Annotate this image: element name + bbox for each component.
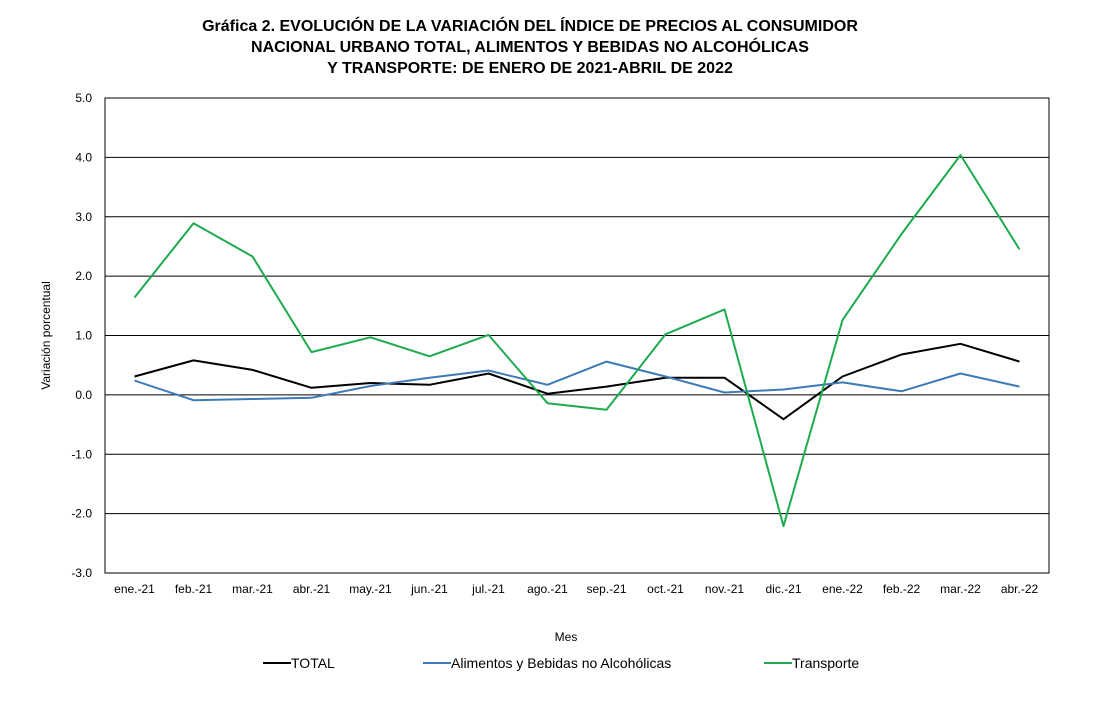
legend-label: Alimentos y Bebidas no Alcohólicas (451, 655, 671, 671)
plot-area (104, 97, 1050, 574)
x-tick-label: dic.-21 (765, 582, 801, 596)
y-tick-label: -3.0 (71, 566, 92, 580)
series-line-1 (134, 342, 1020, 421)
chart-title: Gráfica 2. EVOLUCIÓN DE LA VARIACIÓN DEL… (0, 16, 1060, 79)
x-axis-title: Mes (555, 630, 578, 644)
chart-title-line-3: Y TRANSPORTE: DE ENERO DE 2021-ABRIL DE … (327, 60, 733, 77)
y-tick-label: 4.0 (75, 150, 92, 164)
x-tick-label: mar.-21 (232, 582, 273, 596)
y-tick-label: -2.0 (71, 507, 92, 521)
x-tick-label: sep.-21 (586, 582, 626, 596)
y-axis-ticks: 5.0 4.0 3.0 2.0 1.0 0.0 -1.0 -2.0 -3.0 (71, 91, 92, 580)
legend: TOTAL Alimentos y Bebidas no Alcohólicas T… (263, 655, 859, 671)
x-tick-label: feb.-21 (175, 582, 213, 596)
chart-title-line-2: NACIONAL URBANO TOTAL, ALIMENTOS Y BEBID… (251, 39, 809, 56)
chart-title-line-1: Gráfica 2. EVOLUCIÓN DE LA VARIACIÓN DEL… (202, 18, 858, 35)
x-tick-label: jun.-21 (410, 582, 448, 596)
x-tick-label: ago.-21 (527, 582, 568, 596)
y-axis-title: Variación porcentual (39, 281, 53, 390)
x-tick-label: oct.-21 (647, 582, 684, 596)
x-tick-label: ene.-22 (822, 582, 863, 596)
x-tick-label: jul.-21 (471, 582, 505, 596)
x-tick-label: nov.-21 (705, 582, 744, 596)
x-tick-label: may.-21 (349, 582, 392, 596)
series-line-3 (133, 154, 1021, 528)
x-tick-label: mar.-22 (940, 582, 981, 596)
x-tick-label: abr.-22 (1001, 582, 1039, 596)
y-tick-label: 2.0 (75, 269, 92, 283)
y-tick-label: 1.0 (75, 329, 92, 343)
x-axis-ticks: ene.-21 feb.-21 mar.-21 abr.-21 may.-21 jun.-… (114, 582, 1038, 596)
legend-label: TOTAL (291, 655, 335, 671)
y-tick-label: 0.0 (75, 388, 92, 402)
y-tick-label: 3.0 (75, 210, 92, 224)
y-tick-label: -1.0 (71, 447, 92, 461)
x-tick-label: feb.-22 (883, 582, 921, 596)
x-tick-label: ene.-21 (114, 582, 155, 596)
legend-label: Transporte (792, 655, 859, 671)
y-tick-label: 5.0 (75, 91, 92, 105)
series-line-2 (134, 360, 1020, 402)
series-lines (133, 154, 1021, 528)
x-tick-label: abr.-21 (293, 582, 331, 596)
gridlines (105, 97, 1049, 574)
